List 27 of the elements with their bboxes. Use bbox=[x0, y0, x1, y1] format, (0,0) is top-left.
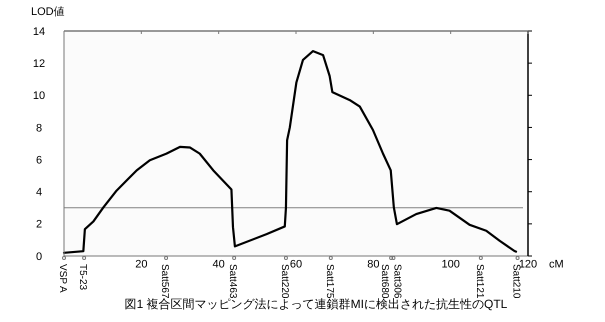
annotation: T5-23 bbox=[77, 264, 88, 291]
y-tick-label: 6 bbox=[36, 154, 42, 166]
annotation: Satt121 bbox=[474, 264, 485, 299]
annotation: Satt306 bbox=[391, 264, 402, 299]
y-tick-label: 4 bbox=[36, 186, 42, 199]
y-tick-label: 14 bbox=[32, 26, 46, 38]
annotation: Satt210 bbox=[510, 264, 522, 299]
y-tick-label: 12 bbox=[32, 58, 46, 70]
caption: 図1 複合区間マッピング法によって連鎖群MIに検出された抗生性のQTL bbox=[124, 297, 508, 311]
annotation: Satt220 bbox=[278, 264, 290, 299]
annotation: Satt680 bbox=[379, 264, 390, 299]
x-tick-label: 60 bbox=[290, 258, 302, 270]
x-tick-label: 40 bbox=[212, 258, 225, 270]
x-tick-label: 20 bbox=[135, 258, 148, 270]
x-tick-label: 80 bbox=[367, 258, 380, 270]
y-tick-label: 0 bbox=[36, 250, 42, 263]
y-tick-label: 8 bbox=[36, 122, 42, 134]
line-series bbox=[62, 50, 518, 254]
x-tick-label: 100 bbox=[441, 258, 460, 270]
annotation: Satt175 bbox=[324, 264, 335, 299]
y-tick-label: 10 bbox=[32, 90, 46, 102]
y-tick-label: 2 bbox=[36, 218, 42, 231]
y-axis-title: LOD値 bbox=[31, 6, 65, 18]
x-axis-title: cM bbox=[549, 258, 564, 270]
annotation: Satt567 bbox=[159, 264, 170, 299]
annotation: VSP A bbox=[57, 264, 68, 294]
annotation: Satt463 bbox=[227, 264, 238, 299]
